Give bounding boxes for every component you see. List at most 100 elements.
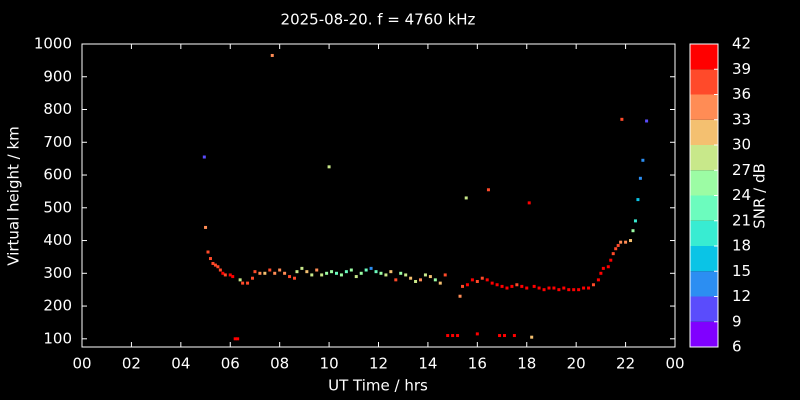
data-point [359, 271, 363, 275]
data-point [577, 288, 581, 292]
data-point [512, 334, 516, 338]
data-point [458, 294, 462, 298]
data-point [641, 158, 645, 162]
data-point [258, 271, 262, 275]
data-point [485, 278, 489, 282]
colorbar-band [690, 170, 718, 196]
data-point [520, 284, 524, 288]
data-point [500, 284, 504, 288]
data-point [399, 271, 403, 275]
data-point [310, 273, 314, 277]
data-point [557, 288, 561, 292]
x-tick-label: 04 [171, 355, 190, 373]
data-point [231, 275, 235, 279]
data-point [241, 281, 245, 285]
data-point [572, 288, 576, 292]
y-tick-label: 800 [43, 100, 72, 118]
data-point [292, 276, 296, 280]
data-point [334, 271, 338, 275]
data-point [582, 286, 586, 290]
data-point [325, 271, 329, 275]
data-point [495, 283, 499, 287]
y-tick-label: 600 [43, 166, 72, 184]
data-point [389, 270, 393, 274]
data-point [354, 275, 358, 279]
data-point [486, 188, 490, 192]
colorbar-band [690, 195, 718, 221]
data-point [295, 270, 299, 274]
colorbar-tick-label: 42 [732, 35, 751, 53]
data-point [591, 283, 595, 287]
data-point [525, 286, 529, 290]
data-point [344, 270, 348, 274]
data-point [288, 275, 292, 279]
data-point [638, 176, 642, 180]
data-point [456, 334, 460, 338]
data-point [599, 271, 603, 275]
data-point [631, 229, 635, 233]
colorbar-tick-label: 21 [732, 211, 751, 229]
data-point [206, 250, 210, 254]
data-point [374, 270, 378, 274]
data-point [503, 334, 507, 338]
colorbar-tick-label: 30 [732, 136, 751, 154]
data-point [633, 219, 637, 223]
data-point [552, 286, 556, 290]
colorbar-band [690, 271, 718, 297]
colorbar-band [690, 119, 718, 145]
x-tick-label: 08 [270, 355, 289, 373]
data-point [433, 278, 437, 282]
colorbar-band [690, 145, 718, 171]
data-point [419, 278, 423, 282]
data-point [510, 284, 514, 288]
colorbar-tick-label: 6 [732, 338, 742, 356]
data-point [250, 276, 254, 280]
data-point [465, 283, 469, 287]
data-point [461, 284, 465, 288]
colorbar-label: SNR / dB [751, 163, 769, 229]
colorbar-tick-label: 39 [732, 60, 751, 78]
data-point [475, 279, 479, 283]
data-point [428, 275, 432, 279]
y-tick-label: 100 [43, 329, 72, 347]
data-point [204, 225, 208, 229]
y-tick-label: 300 [43, 264, 72, 282]
data-point [213, 263, 217, 267]
data-point [315, 268, 319, 272]
data-point [470, 278, 474, 282]
x-tick-label: 00 [72, 355, 91, 373]
data-point [253, 270, 257, 274]
x-tick-label: 14 [418, 355, 437, 373]
y-tick-label: 500 [43, 198, 72, 216]
data-point [438, 281, 442, 285]
data-point [423, 273, 427, 277]
data-point [542, 288, 546, 292]
colorbar-band [690, 296, 718, 322]
data-point [446, 334, 450, 338]
data-point [464, 196, 468, 200]
data-point [327, 165, 331, 169]
data-point [270, 53, 274, 57]
colorbar-tick-label: 18 [732, 237, 751, 255]
data-point [601, 266, 605, 270]
data-point [404, 273, 408, 277]
x-tick-label: 06 [221, 355, 240, 373]
data-point [547, 286, 551, 290]
data-point [532, 284, 536, 288]
x-tick-label: 12 [369, 355, 388, 373]
y-tick-label: 200 [43, 297, 72, 315]
data-point [624, 240, 628, 244]
data-point [223, 273, 227, 277]
y-tick-label: 1000 [34, 35, 72, 53]
data-point [236, 337, 240, 341]
data-point [530, 335, 534, 339]
data-point [567, 288, 571, 292]
data-point [208, 257, 212, 261]
data-point [443, 273, 447, 277]
data-point [527, 201, 531, 205]
data-point [629, 239, 633, 243]
data-point [369, 266, 373, 270]
y-tick-label: 900 [43, 67, 72, 85]
